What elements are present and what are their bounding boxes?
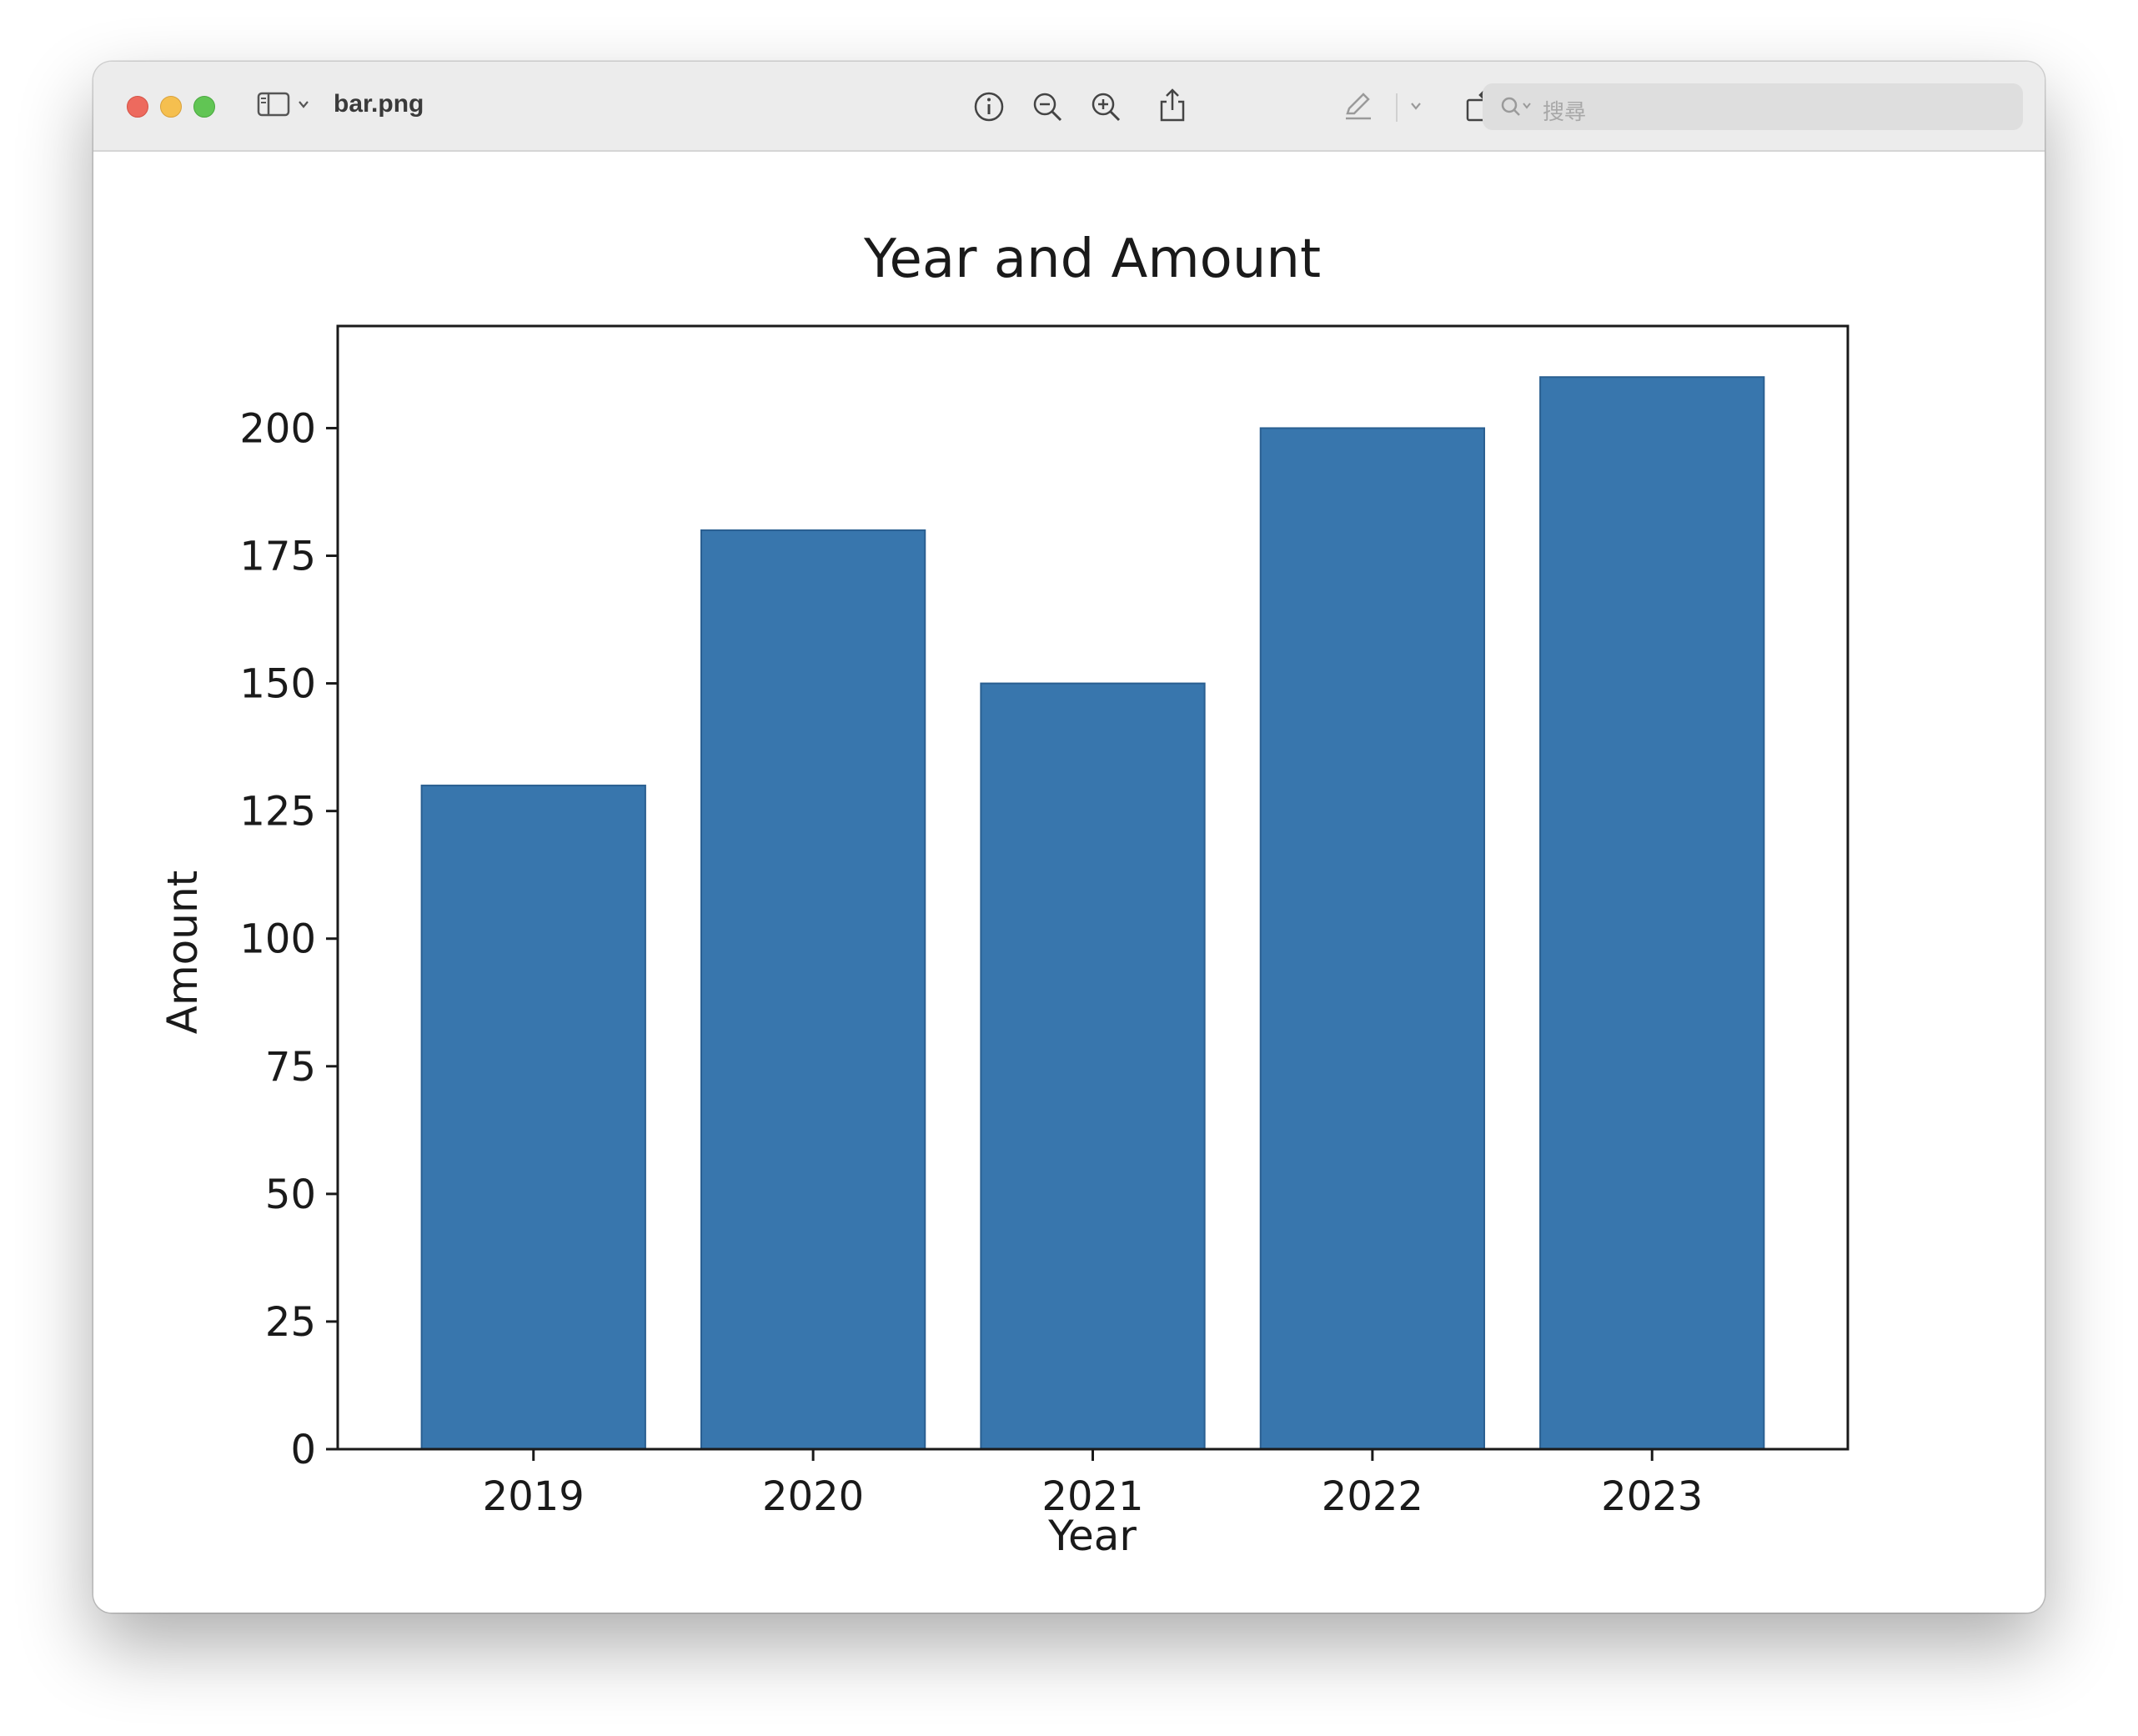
info-button[interactable]: [972, 90, 1006, 123]
y-tick-label: 0: [290, 1427, 316, 1473]
y-tick-label: 175: [239, 534, 316, 580]
y-tick-label: 50: [265, 1172, 316, 1218]
y-tick-label: 125: [239, 789, 316, 835]
image-canvas: Year and Amount 0 25 50 75 100 125 150 175 200 2…: [93, 152, 2045, 1613]
chevron-down-icon: [297, 98, 310, 110]
x-tick-label: 2020: [762, 1473, 864, 1520]
close-window-button[interactable]: [127, 96, 148, 118]
search-field[interactable]: 搜尋: [1483, 83, 2023, 130]
bar-chart: Year and Amount 0 25 50 75 100 125 150 175 200 2…: [158, 228, 1849, 1560]
chart-title: Year and Amount: [863, 228, 1321, 290]
x-tick-label: 2022: [1322, 1473, 1423, 1520]
toolbar-divider: [1396, 93, 1398, 122]
share-icon: [1156, 87, 1189, 123]
bar-2023: [1539, 376, 1765, 1450]
y-tick-label: 100: [239, 916, 316, 963]
preview-window: bar.png: [93, 62, 2045, 1613]
y-axis-label: Amount: [158, 871, 207, 1034]
search-icon: [1499, 95, 1536, 118]
bar-2020: [700, 529, 926, 1451]
zoom-in-button[interactable]: [1089, 90, 1122, 123]
x-tick-label: 2019: [483, 1473, 585, 1520]
y-tick-label: 150: [239, 661, 316, 708]
x-tick-label: 2021: [1041, 1473, 1143, 1520]
y-tick-label: 75: [265, 1044, 316, 1091]
bar-2022: [1259, 427, 1486, 1450]
zoom-out-icon: [1031, 90, 1064, 123]
x-tick-label: 2023: [1601, 1473, 1703, 1520]
info-icon: [972, 90, 1006, 123]
title-bar: bar.png: [93, 62, 2045, 152]
zoom-window-button[interactable]: [193, 96, 215, 118]
zoom-in-icon: [1089, 90, 1122, 123]
minimize-window-button[interactable]: [160, 96, 182, 118]
share-button[interactable]: [1156, 87, 1189, 123]
search-placeholder: 搜尋: [1543, 100, 1587, 125]
zoom-out-button[interactable]: [1031, 90, 1064, 123]
sidebar-toggle-button[interactable]: [257, 92, 290, 117]
sidebar-menu-chevron[interactable]: [297, 98, 310, 110]
y-tick-label: 25: [265, 1299, 316, 1346]
sidebar-icon: [257, 92, 290, 117]
bars: [420, 376, 1765, 1451]
markup-pen-icon: [1341, 88, 1374, 122]
bar-2021: [980, 682, 1206, 1450]
markup-button[interactable]: [1341, 88, 1374, 122]
document-title: bar.png: [334, 90, 424, 118]
chevron-down-icon: [1409, 100, 1423, 112]
bar-2019: [420, 785, 646, 1450]
y-axis: 0 25 50 75 100 125 150 175 200: [239, 405, 338, 1473]
x-axis-label: Year: [1047, 1512, 1137, 1560]
markup-menu-chevron[interactable]: [1409, 100, 1423, 112]
y-tick-label: 200: [239, 405, 316, 452]
x-axis: 2019 2020 2021 2022 2023: [483, 1449, 1703, 1520]
